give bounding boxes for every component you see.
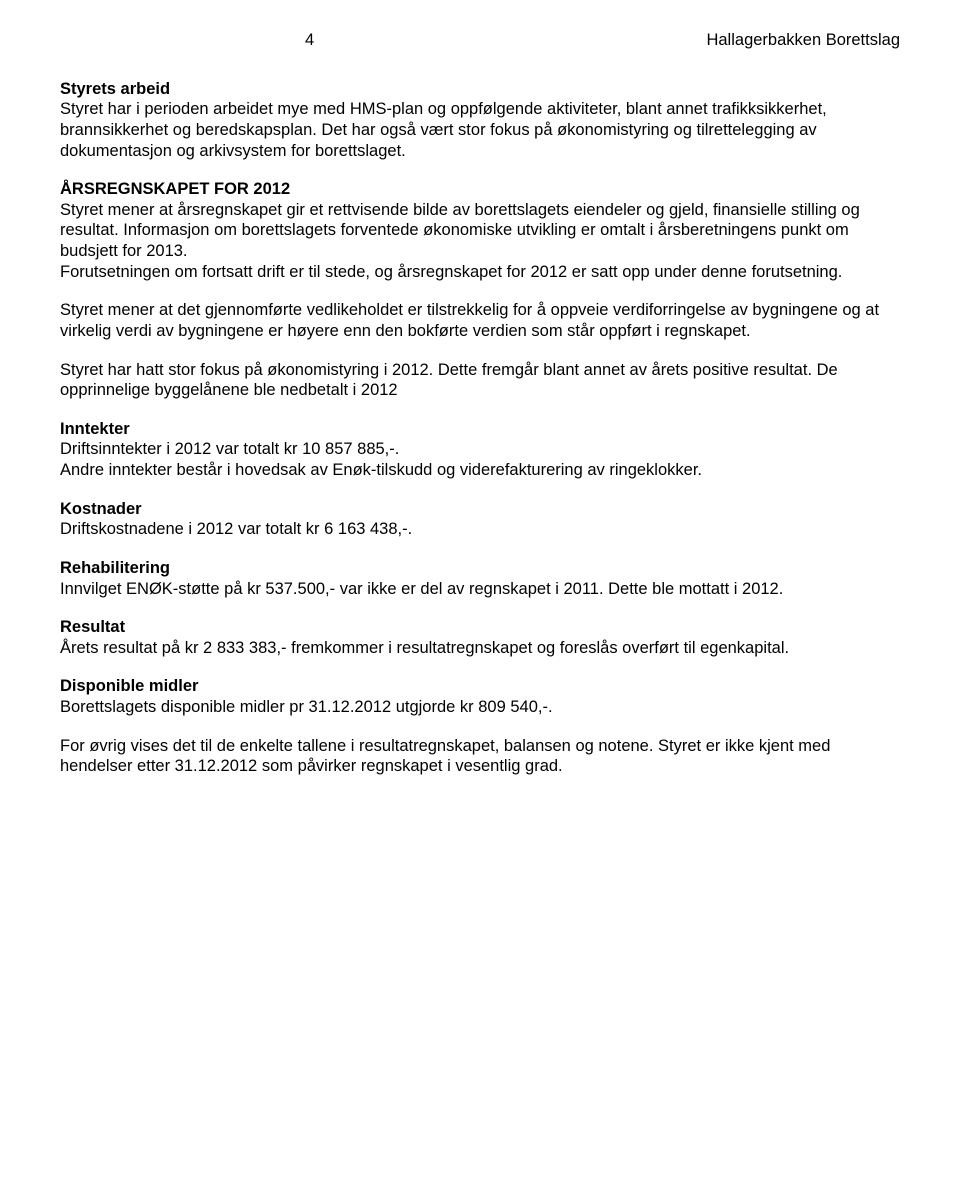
section-resultat: Resultat Årets resultat på kr 2 833 383,… bbox=[60, 617, 900, 658]
heading-kostnader: Kostnader bbox=[60, 499, 900, 520]
heading-rehabilitering: Rehabilitering bbox=[60, 558, 900, 579]
paragraph-footer: For øvrig vises det til de enkelte talle… bbox=[60, 736, 900, 777]
paragraph-vedlikehold: Styret mener at det gjennomførte vedlike… bbox=[60, 300, 900, 341]
line-inntekter-2: Andre inntekter består i hovedsak av Enø… bbox=[60, 460, 900, 481]
line-rehab-1: Innvilget ENØK-støtte på kr 537.500,- va… bbox=[60, 579, 900, 600]
section-rehabilitering: Rehabilitering Innvilget ENØK-støtte på … bbox=[60, 558, 900, 599]
paragraph-okonomistyring: Styret har hatt stor fokus på økonomisty… bbox=[60, 360, 900, 401]
page-number: 4 bbox=[305, 30, 314, 51]
line-resultat-1: Årets resultat på kr 2 833 383,- fremkom… bbox=[60, 638, 900, 659]
body-arsregnskapet-1: Styret mener at årsregnskapet gir et ret… bbox=[60, 200, 900, 262]
section-arsregnskapet: ÅRSREGNSKAPET FOR 2012 Styret mener at å… bbox=[60, 179, 900, 282]
section-styrets-arbeid: Styrets arbeid Styret har i perioden arb… bbox=[60, 79, 900, 162]
section-inntekter: Inntekter Driftsinntekter i 2012 var tot… bbox=[60, 419, 900, 481]
heading-arsregnskapet: ÅRSREGNSKAPET FOR 2012 bbox=[60, 179, 900, 200]
page-header: 4 Hallagerbakken Borettslag bbox=[60, 30, 900, 51]
line-disp-1: Borettslagets disponible midler pr 31.12… bbox=[60, 697, 900, 718]
line-inntekter-1: Driftsinntekter i 2012 var totalt kr 10 … bbox=[60, 439, 900, 460]
section-disponible-midler: Disponible midler Borettslagets disponib… bbox=[60, 676, 900, 717]
line-kostnader-1: Driftskostnadene i 2012 var totalt kr 6 … bbox=[60, 519, 900, 540]
heading-resultat: Resultat bbox=[60, 617, 900, 638]
section-kostnader: Kostnader Driftskostnadene i 2012 var to… bbox=[60, 499, 900, 540]
body-arsregnskapet-2: Forutsetningen om fortsatt drift er til … bbox=[60, 262, 900, 283]
heading-disponible-midler: Disponible midler bbox=[60, 676, 900, 697]
document-title: Hallagerbakken Borettslag bbox=[706, 30, 900, 51]
heading-inntekter: Inntekter bbox=[60, 419, 900, 440]
body-styrets-arbeid: Styret har i perioden arbeidet mye med H… bbox=[60, 99, 900, 161]
heading-styrets-arbeid: Styrets arbeid bbox=[60, 79, 900, 100]
